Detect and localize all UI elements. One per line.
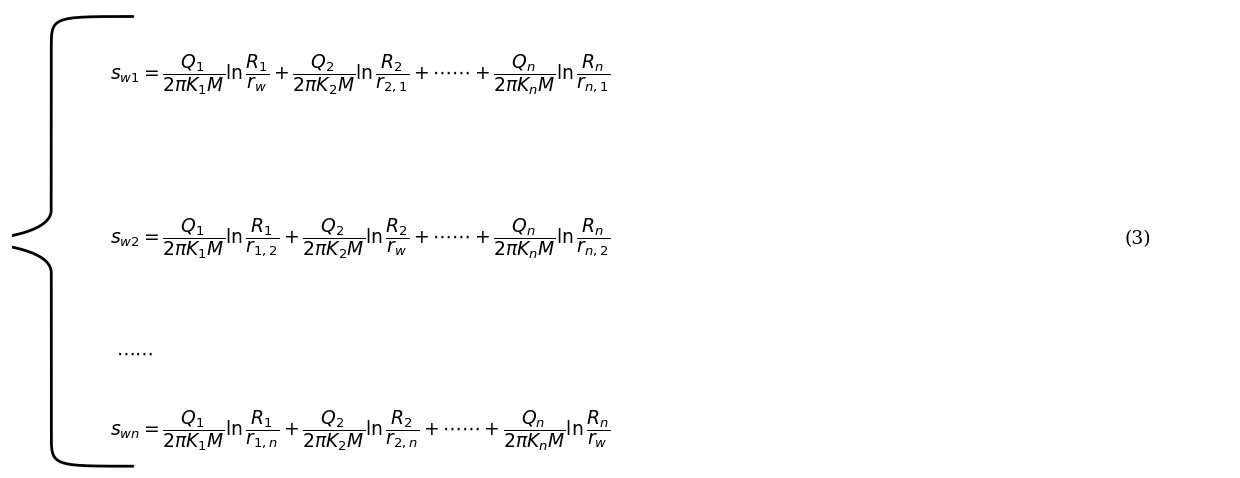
Text: $s_{w2} = \dfrac{Q_1}{2\pi K_1 M}\ln\dfrac{R_1}{r_{1,2}} + \dfrac{Q_2}{2\pi K_2 : $s_{w2} = \dfrac{Q_1}{2\pi K_1 M}\ln\dfr…	[109, 217, 610, 261]
Text: $s_{w1} = \dfrac{Q_1}{2\pi K_1 M}\ln\dfrac{R_1}{r_w} + \dfrac{Q_2}{2\pi K_2 M}\l: $s_{w1} = \dfrac{Q_1}{2\pi K_1 M}\ln\dfr…	[109, 53, 610, 98]
Text: $s_{wn} = \dfrac{Q_1}{2\pi K_1 M}\ln\dfrac{R_1}{r_{1,n}} + \dfrac{Q_2}{2\pi K_2 : $s_{wn} = \dfrac{Q_1}{2\pi K_1 M}\ln\dfr…	[109, 409, 610, 453]
Text: $\cdots\cdots$: $\cdots\cdots$	[115, 345, 153, 363]
Text: (3): (3)	[1125, 230, 1151, 248]
